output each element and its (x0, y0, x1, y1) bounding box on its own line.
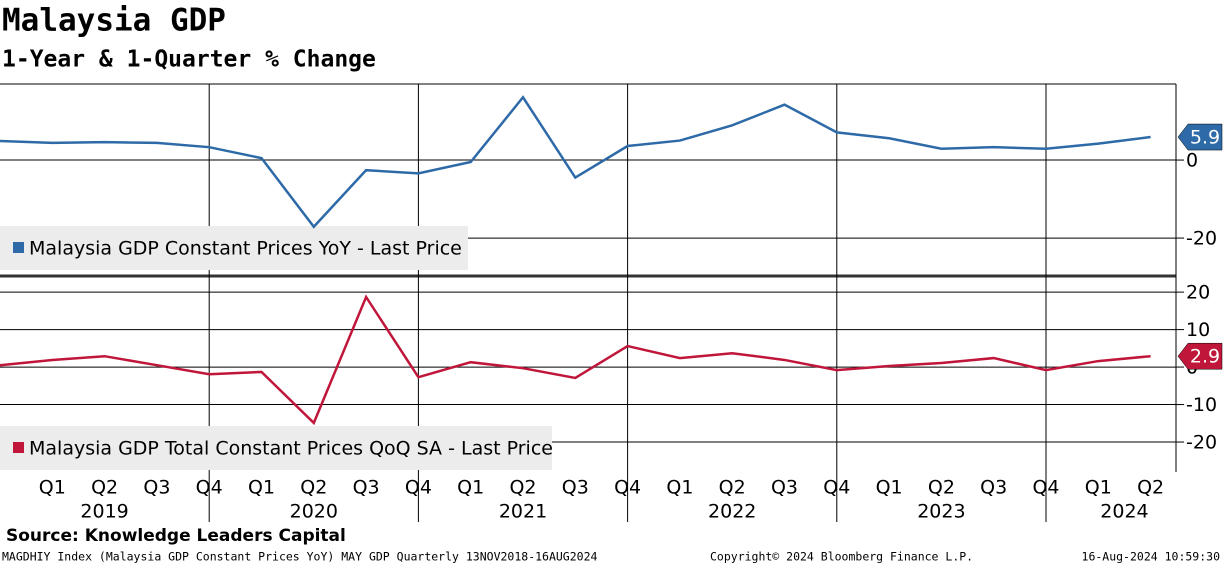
legend-swatch (13, 442, 24, 453)
x-tick-label: Q3 (980, 477, 1007, 499)
x-tick-label: Q3 (771, 477, 798, 499)
x-tick-label: Q2 (300, 477, 327, 499)
data-line (0, 294, 1151, 426)
x-tick-label: Q1 (666, 477, 693, 499)
last-value-flag (1177, 123, 1223, 151)
y-tick-label: 0 (1186, 150, 1198, 172)
x-tick-label: Q2 (509, 477, 536, 499)
legend-label: Malaysia GDP Total Constant Prices QoQ S… (29, 438, 553, 460)
last-value-label: 2.9 (1190, 346, 1220, 368)
chart-subtitle: 1-Year & 1-Quarter % Change (2, 47, 376, 73)
year-label: 2019 (80, 501, 128, 523)
x-tick-label: Q1 (248, 477, 275, 499)
x-tick-label: Q2 (91, 477, 118, 499)
x-tick-label: Q1 (876, 477, 903, 499)
footer-right: 16-Aug-2024 10:59:30 (1082, 550, 1221, 564)
y-tick-label: -20 (1186, 432, 1217, 454)
x-tick-label: Q3 (562, 477, 589, 499)
x-tick-label: Q3 (143, 477, 170, 499)
source: Source: Knowledge Leaders Capital (6, 526, 346, 546)
year-label: 2021 (499, 501, 547, 523)
x-tick-label: Q1 (1085, 477, 1112, 499)
x-tick-label: Q3 (353, 477, 380, 499)
x-tick-label: Q2 (1137, 477, 1164, 499)
legend-box (0, 226, 468, 270)
chart-title: Malaysia GDP (2, 3, 226, 39)
y-tick-label: 10 (1186, 319, 1210, 341)
data-line (0, 95, 1151, 229)
y-tick-label: -20 (1186, 228, 1217, 250)
footer-center: Copyright© 2024 Bloomberg Finance L.P. (710, 550, 973, 564)
footer-left: MAGDHIY Index (Malaysia GDP Constant Pri… (2, 550, 598, 564)
y-tick-label: -10 (1186, 394, 1217, 416)
x-tick-label: Q1 (39, 477, 66, 499)
x-tick-label: Q2 (719, 477, 746, 499)
year-label: 2024 (1100, 501, 1148, 523)
legend-box (0, 426, 552, 470)
y-tick-label: 20 (1186, 282, 1210, 304)
year-label: 2023 (917, 501, 965, 523)
last-value-label: 5.9 (1190, 127, 1220, 149)
legend-label: Malaysia GDP Constant Prices YoY - Last … (29, 238, 462, 260)
x-tick-label: Q2 (928, 477, 955, 499)
year-label: 2020 (290, 501, 338, 523)
last-value-flag (1177, 342, 1223, 370)
x-tick-label: Q1 (457, 477, 484, 499)
legend-swatch (13, 242, 24, 253)
year-label: 2022 (708, 501, 756, 523)
